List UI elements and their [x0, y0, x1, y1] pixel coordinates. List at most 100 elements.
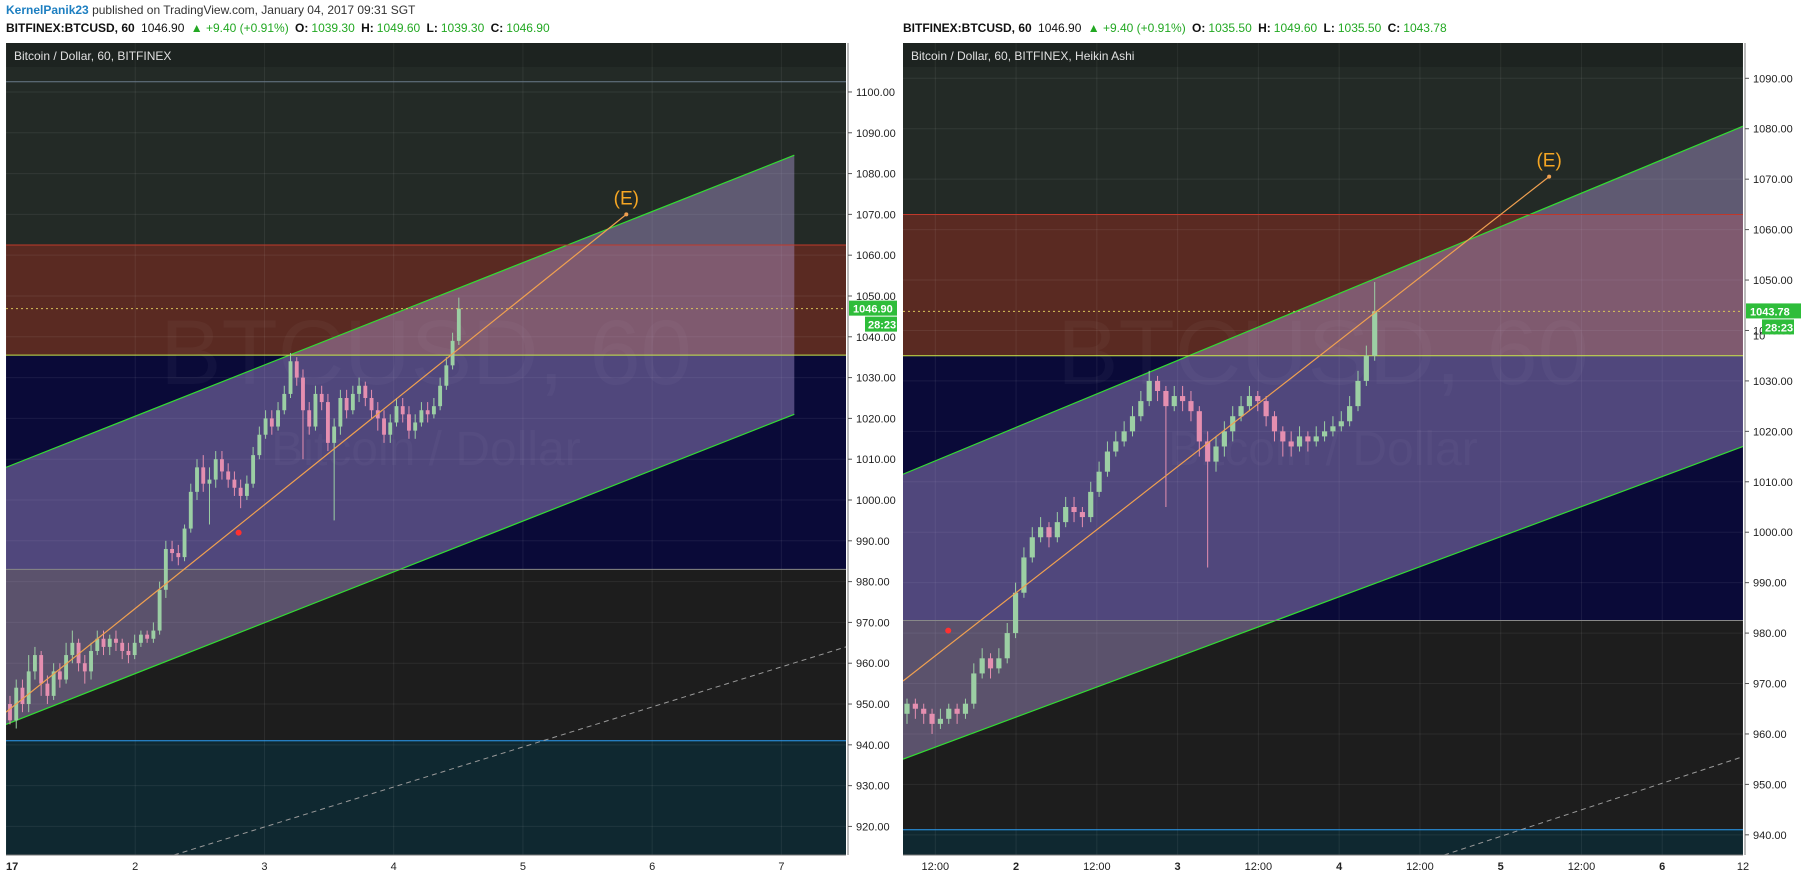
last-price-tag — [1746, 303, 1801, 319]
quote-high: 1049.60 — [1273, 21, 1318, 35]
candle-body — [114, 638, 118, 643]
candle-body — [1113, 441, 1119, 452]
candle-body — [363, 385, 368, 398]
candle-body — [394, 406, 399, 423]
candle-body — [1004, 633, 1010, 659]
y-tick-label: 990.00 — [1753, 578, 1787, 590]
candle-body — [8, 704, 12, 721]
candle-body — [1372, 311, 1378, 356]
candle-body — [1146, 380, 1152, 402]
channel-lower-line — [903, 445, 1744, 760]
publisher-name[interactable]: KernelPanik23 — [6, 3, 89, 17]
quote-symbol: BITFINEX:BTCUSD, 60 — [6, 21, 135, 35]
time-axis — [903, 855, 1802, 875]
candle-body — [954, 708, 960, 714]
x-tick-label: 2 — [1013, 861, 1019, 873]
candle-body — [946, 708, 952, 719]
channel-upper-line — [903, 125, 1744, 475]
zone-navy — [6, 355, 846, 570]
chart-right[interactable]: BTCUSD, 60 Bitcoin / Dollar (E) Bitcoin / D… — [903, 43, 1802, 875]
candle-body — [979, 658, 985, 674]
projection-line — [6, 213, 627, 713]
y-tick-label: 950.00 — [856, 699, 890, 711]
last-price-tag-text: 1043.78 — [1750, 306, 1790, 318]
x-tick-label: 12:00 — [1406, 861, 1434, 873]
candle-body — [138, 634, 143, 643]
candle-body — [912, 703, 918, 709]
candle-body — [70, 642, 75, 656]
candle-body — [132, 642, 137, 656]
zone-top — [6, 43, 846, 245]
candle-body — [207, 479, 212, 484]
candle-body — [307, 410, 312, 427]
candle-body — [201, 467, 206, 484]
candle-body — [282, 393, 287, 411]
candle-body — [319, 393, 324, 403]
countdown-tag-text: 28:23 — [1765, 322, 1793, 334]
candle-body — [419, 410, 424, 423]
candle-body — [1029, 537, 1035, 558]
candle-body — [400, 406, 405, 415]
y-tick-label: 1020.00 — [1753, 426, 1793, 438]
zone-teal — [903, 829, 1743, 855]
candle-body — [20, 687, 25, 705]
candle-body — [1338, 421, 1344, 427]
chart-title: Bitcoin / Dollar, 60, BITFINEX, Heikin A… — [911, 49, 1134, 63]
candle-body — [1313, 436, 1319, 442]
candle-body — [1012, 592, 1019, 634]
candle-body — [220, 459, 224, 472]
candle-body — [276, 410, 280, 427]
candle-body — [1129, 416, 1136, 432]
candle-body — [170, 548, 175, 554]
candle-body — [232, 479, 237, 488]
candle-body — [1263, 401, 1269, 417]
candle-body — [57, 671, 62, 680]
x-tick-label: 7 — [778, 861, 784, 873]
candle-body — [382, 418, 386, 435]
candle-body — [1246, 396, 1253, 407]
candle-body — [1355, 380, 1361, 407]
wave-label-e: (E) — [1536, 151, 1561, 172]
candle-body — [971, 673, 977, 704]
projection-end-dot — [624, 212, 629, 217]
candle-body — [1163, 391, 1169, 407]
quote-close-label: C: — [1387, 21, 1401, 35]
candle-body — [76, 642, 81, 664]
quote-line-right: BITFINEX:BTCUSD, 60 1046.90 ▲ +9.40 (+0.… — [903, 21, 1450, 35]
zone-teal — [6, 740, 846, 855]
candle-body — [101, 638, 106, 647]
candle-body — [344, 397, 349, 411]
candle-body — [1021, 557, 1027, 593]
y-tick-label: 1000.00 — [1753, 527, 1793, 539]
x-tick-label: 12:00 — [922, 861, 950, 873]
candle-body — [1280, 431, 1286, 442]
time-axis — [6, 855, 897, 875]
x-tick-label: 6 — [649, 861, 655, 873]
candle-body — [962, 703, 969, 714]
candle-body — [1088, 491, 1094, 518]
quote-low: 1035.50 — [1337, 21, 1382, 35]
candle-body — [26, 671, 31, 705]
y-tick-label: 1080.00 — [856, 169, 896, 181]
quote-close-label: C: — [490, 21, 504, 35]
y-tick-label: 1050.00 — [856, 291, 896, 303]
quote-close: 1043.78 — [1403, 21, 1447, 35]
quote-open: 1035.50 — [1208, 21, 1252, 35]
x-tick-label: 2 — [132, 861, 138, 873]
chart-left[interactable]: BTCUSD, 60 Bitcoin / Dollar (E) Bitcoin / D… — [6, 43, 897, 875]
projection-end-dot — [1547, 174, 1552, 179]
y-tick-label: 940.00 — [1753, 830, 1787, 842]
last-price-tag — [849, 300, 897, 316]
candle-body — [288, 361, 293, 394]
quote-change: ▲ +9.40 (+0.91%) — [1087, 21, 1186, 35]
candle-body — [244, 483, 249, 496]
candle-body — [163, 548, 168, 590]
y-tick-label: 1090.00 — [856, 128, 896, 140]
candle-body — [1271, 416, 1278, 432]
candle-body — [263, 418, 268, 435]
countdown-tag-text: 28:23 — [868, 320, 896, 332]
candle-body — [157, 589, 162, 631]
quote-symbol: BITFINEX:BTCUSD, 60 — [903, 21, 1032, 35]
